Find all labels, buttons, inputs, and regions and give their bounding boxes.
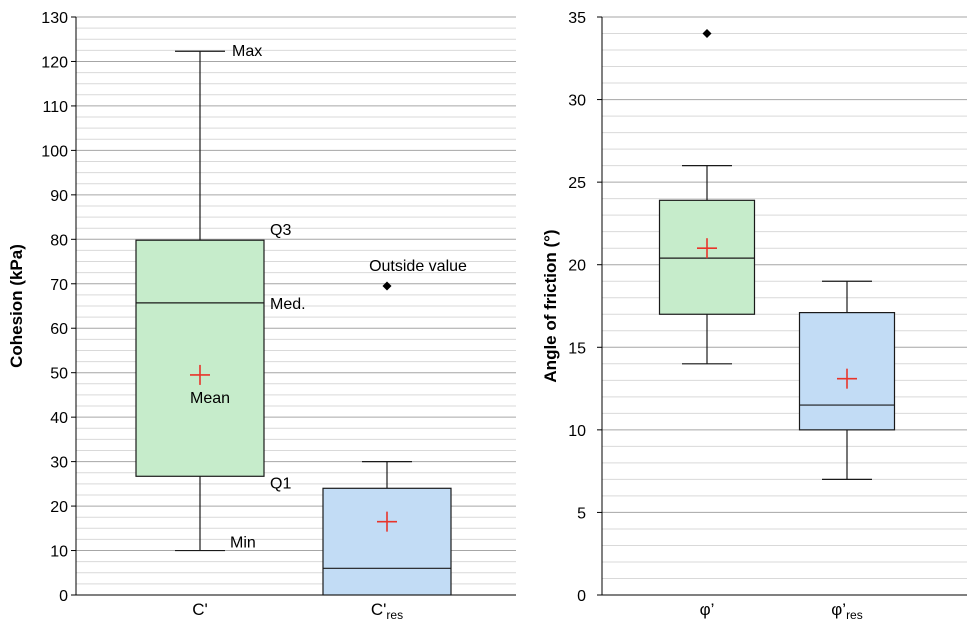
annotation-max: Max	[232, 43, 262, 60]
y-tick-label: 20	[50, 499, 68, 516]
x-category-label: φ’res	[831, 600, 862, 621]
iqr-box	[135, 239, 265, 477]
y-tick-label: 10	[50, 544, 68, 561]
y-tick-label: 10	[568, 423, 586, 440]
y-axis-title: Cohesion (kPa)	[7, 244, 26, 368]
y-tick-label: 110	[42, 99, 68, 116]
y-tick-label: 40	[50, 410, 68, 427]
y-tick-label: 70	[50, 277, 68, 294]
y-tick-label: 15	[568, 340, 586, 357]
annotation-median: Med.	[270, 296, 306, 313]
y-tick-label: 120	[41, 54, 68, 71]
y-tick-label: 90	[50, 188, 68, 205]
x-category-label: C'	[192, 600, 208, 619]
x-category-label: φ’	[700, 600, 715, 619]
annotation-mean: Mean	[190, 390, 230, 407]
x-category-main: C'	[371, 600, 387, 619]
y-tick-label: 0	[59, 588, 68, 605]
y-tick-label: 35	[568, 10, 586, 27]
x-category-main: φ’	[700, 600, 715, 619]
annotation-outside-value: Outside value	[369, 258, 467, 275]
y-tick-label: 30	[568, 93, 586, 110]
y-tick-label: 80	[50, 232, 68, 249]
iqr-box	[322, 487, 452, 596]
y-tick-label: 50	[50, 366, 68, 383]
x-category-label: C'res	[371, 600, 403, 621]
annotation-min: Min	[230, 535, 256, 552]
outlier-point	[702, 29, 712, 39]
y-tick-label: 20	[568, 258, 586, 275]
annotation-q3: Q3	[270, 222, 291, 239]
annotation-q1: Q1	[270, 475, 291, 492]
outlier-point	[382, 281, 392, 291]
y-tick-label: 30	[50, 455, 68, 472]
y-tick-label: 25	[568, 175, 586, 192]
y-axis-title: Angle of friction (°)	[541, 229, 560, 382]
y-tick-label: 5	[577, 505, 586, 522]
x-category-main: C'	[192, 600, 208, 619]
y-tick-label: 60	[50, 321, 68, 338]
y-tick-label: 130	[41, 10, 68, 27]
x-category-subscript: res	[846, 608, 863, 621]
y-tick-label: 100	[41, 143, 68, 160]
y-tick-label: 0	[577, 588, 586, 605]
x-category-main: φ’	[831, 600, 846, 619]
x-category-subscript: res	[386, 608, 403, 621]
